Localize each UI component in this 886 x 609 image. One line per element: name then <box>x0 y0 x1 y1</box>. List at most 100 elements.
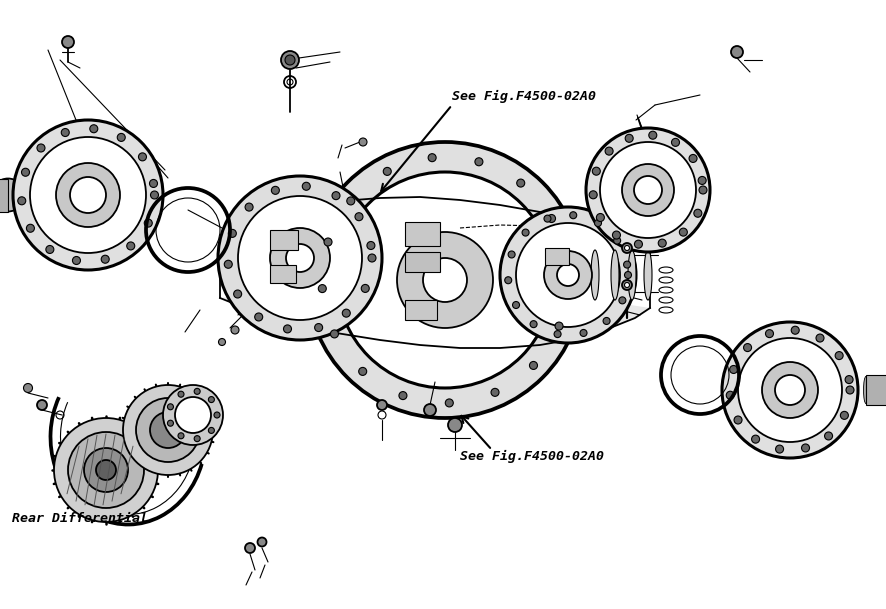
Circle shape <box>70 177 106 213</box>
Circle shape <box>762 362 818 418</box>
Circle shape <box>649 131 657 139</box>
Circle shape <box>825 432 833 440</box>
Ellipse shape <box>3 179 7 211</box>
Ellipse shape <box>644 250 652 300</box>
Bar <box>270 265 296 283</box>
Bar <box>405 222 440 246</box>
Circle shape <box>563 259 571 267</box>
Circle shape <box>544 215 551 222</box>
Circle shape <box>424 404 436 416</box>
Bar <box>866 375 886 405</box>
Circle shape <box>123 385 213 475</box>
Circle shape <box>605 147 613 155</box>
Circle shape <box>634 176 662 204</box>
Circle shape <box>367 242 375 250</box>
Circle shape <box>580 329 587 336</box>
Circle shape <box>178 433 184 439</box>
Circle shape <box>508 251 515 258</box>
Circle shape <box>337 172 553 388</box>
Circle shape <box>625 283 629 287</box>
Circle shape <box>595 219 602 227</box>
Circle shape <box>377 400 387 410</box>
Circle shape <box>286 244 314 272</box>
Circle shape <box>330 330 338 338</box>
Circle shape <box>37 144 45 152</box>
Ellipse shape <box>611 250 619 300</box>
Circle shape <box>208 428 214 434</box>
Circle shape <box>368 254 376 262</box>
Circle shape <box>13 120 163 270</box>
Ellipse shape <box>864 376 868 404</box>
Circle shape <box>231 326 239 334</box>
Circle shape <box>589 191 597 199</box>
Circle shape <box>151 191 159 199</box>
Circle shape <box>446 399 454 407</box>
Circle shape <box>517 179 525 187</box>
Circle shape <box>194 389 200 395</box>
Circle shape <box>175 397 211 433</box>
Circle shape <box>89 125 97 133</box>
Circle shape <box>21 168 29 176</box>
Circle shape <box>56 163 120 227</box>
Circle shape <box>731 46 743 58</box>
Circle shape <box>208 396 214 403</box>
Circle shape <box>505 276 512 284</box>
Ellipse shape <box>877 376 882 404</box>
Circle shape <box>307 142 583 418</box>
Circle shape <box>625 245 629 250</box>
Circle shape <box>315 323 323 331</box>
Circle shape <box>127 242 135 250</box>
Circle shape <box>500 207 636 343</box>
Circle shape <box>397 232 493 328</box>
Circle shape <box>62 36 74 48</box>
Circle shape <box>281 51 299 69</box>
Circle shape <box>355 213 363 220</box>
Circle shape <box>138 153 146 161</box>
Circle shape <box>245 203 253 211</box>
Circle shape <box>46 245 54 253</box>
Bar <box>0 178 8 211</box>
Circle shape <box>101 255 109 263</box>
Circle shape <box>698 177 706 185</box>
Bar <box>405 252 440 272</box>
Circle shape <box>624 261 631 268</box>
Circle shape <box>96 460 116 480</box>
Circle shape <box>359 138 367 146</box>
Circle shape <box>30 137 146 253</box>
Circle shape <box>61 128 69 136</box>
Circle shape <box>302 182 310 190</box>
Circle shape <box>399 392 407 400</box>
Circle shape <box>68 432 144 508</box>
Circle shape <box>672 138 680 146</box>
Circle shape <box>136 398 200 462</box>
Circle shape <box>845 376 853 384</box>
Circle shape <box>734 416 742 424</box>
Circle shape <box>846 386 854 394</box>
Circle shape <box>224 260 232 269</box>
Circle shape <box>475 158 483 166</box>
Circle shape <box>167 420 174 426</box>
Circle shape <box>324 238 332 246</box>
Circle shape <box>554 331 561 337</box>
Circle shape <box>423 258 467 302</box>
Circle shape <box>54 418 158 522</box>
Bar <box>545 248 569 265</box>
Circle shape <box>150 180 158 188</box>
Circle shape <box>622 280 632 290</box>
Circle shape <box>448 418 462 432</box>
Circle shape <box>37 400 47 410</box>
Circle shape <box>622 164 674 216</box>
Circle shape <box>522 229 529 236</box>
Circle shape <box>680 228 688 236</box>
Circle shape <box>555 322 563 330</box>
Circle shape <box>332 192 340 200</box>
Circle shape <box>586 128 710 252</box>
Circle shape <box>658 239 666 247</box>
Circle shape <box>194 435 200 442</box>
Ellipse shape <box>884 376 886 404</box>
Circle shape <box>238 196 362 320</box>
Circle shape <box>593 167 601 175</box>
Circle shape <box>600 142 696 238</box>
Circle shape <box>318 284 326 292</box>
Circle shape <box>491 389 499 396</box>
